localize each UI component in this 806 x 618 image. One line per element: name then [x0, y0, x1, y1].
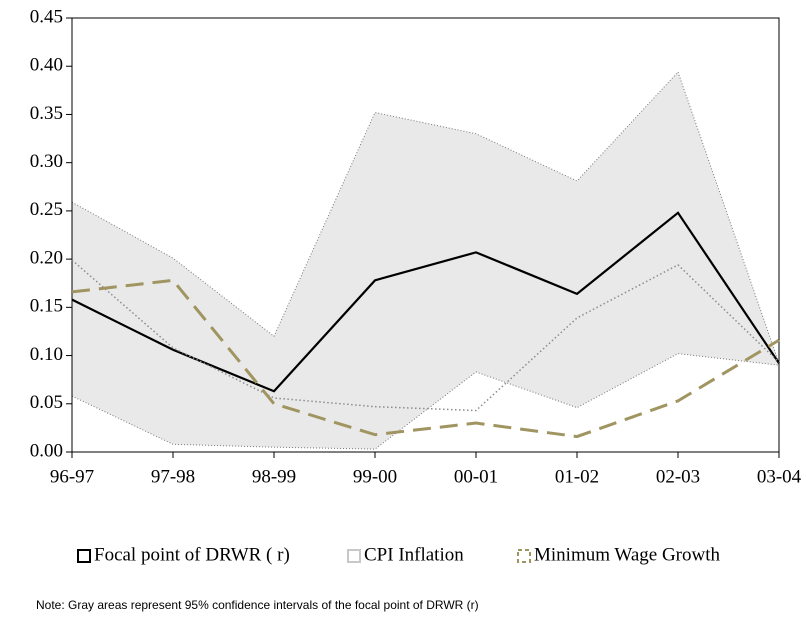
series-line [71, 259, 780, 412]
x-tick-label: 99-00 [353, 466, 397, 487]
legend-label: Minimum Wage Growth [534, 544, 720, 565]
y-tick-label: 0.45 [30, 6, 63, 27]
legend-label: CPI Inflation [364, 544, 464, 565]
confidence-bound [71, 71, 780, 364]
x-tick-label: 00-01 [454, 466, 498, 487]
note: Note: Gray areas represent 95% confidenc… [36, 598, 479, 612]
y-tick-label: 0.30 [30, 151, 63, 172]
x-tick-label: 98-99 [252, 466, 296, 487]
y-tick-label: 0.00 [30, 440, 63, 461]
y-tick-label: 0.25 [30, 199, 63, 220]
legend-marker [517, 549, 531, 563]
plot-frame [71, 17, 780, 453]
y-tick-label: 0.20 [30, 247, 63, 268]
legend-marker [347, 549, 361, 563]
y-tick-label: 0.40 [30, 55, 63, 76]
x-tick-label: 03-04 [757, 466, 802, 487]
x-tick-label: 96-97 [50, 466, 94, 487]
y-tick-label: 0.10 [30, 344, 63, 365]
x-tick-label: 01-02 [555, 466, 599, 487]
legend-label: Focal point of DRWR ( r) [94, 544, 290, 565]
x-tick-label: 97-98 [151, 466, 195, 487]
confidence-band [72, 72, 779, 450]
legend-marker [77, 549, 91, 563]
x-tick-label: 02-03 [656, 466, 700, 487]
y-tick-label: 0.15 [30, 296, 63, 317]
y-tick-label: 0.05 [30, 392, 63, 413]
y-tick-label: 0.35 [30, 103, 63, 124]
series-line [71, 278, 780, 439]
